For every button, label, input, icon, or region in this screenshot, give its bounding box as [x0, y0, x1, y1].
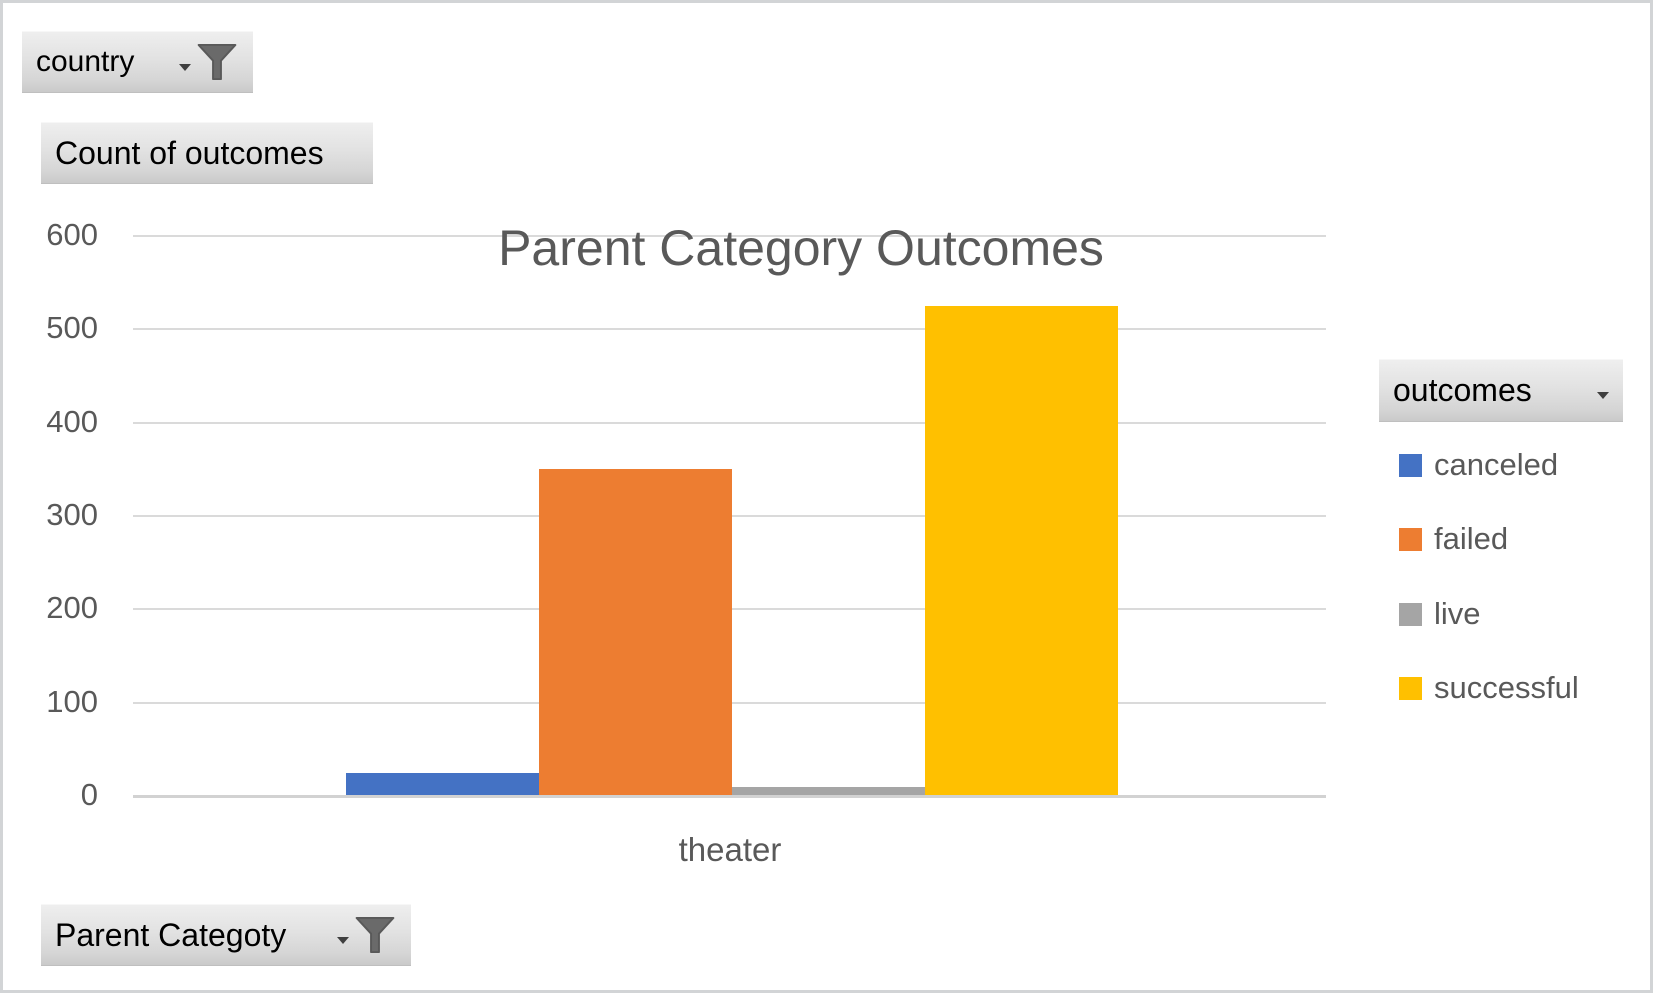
legend-swatch-live: [1399, 602, 1422, 626]
chart-title: Parent Category Outcomes: [498, 220, 1104, 276]
gridline-600: [133, 235, 1326, 237]
chevron-down-icon: [179, 63, 191, 71]
y-tick-label-300: 300: [46, 497, 98, 532]
country-filter-label: country: [36, 45, 135, 78]
y-tick-label-100: 100: [46, 683, 98, 719]
legend-label-failed: failed: [1434, 521, 1509, 556]
legend-item-live[interactable]: live: [1399, 596, 1481, 631]
gridline-500: [133, 328, 1326, 331]
gridline-400: [133, 421, 1326, 424]
legend-item-canceled[interactable]: canceled: [1399, 447, 1558, 482]
y-tick-label-0: 0: [80, 777, 98, 812]
outcomes-legend-field-button[interactable]: outcomes: [1379, 359, 1623, 422]
bar-failed[interactable]: [539, 469, 732, 796]
y-tick-label-600: 600: [46, 217, 98, 252]
legend-label-canceled: canceled: [1434, 447, 1559, 482]
legend-swatch-successful: [1399, 676, 1422, 700]
filter-funnel-icon: [355, 916, 395, 954]
legend-item-failed[interactable]: failed: [1399, 521, 1508, 556]
outcomes-legend-field-label: outcomes: [1393, 372, 1532, 408]
filter-funnel-icon: [197, 43, 237, 81]
chevron-down-icon: [1597, 392, 1609, 399]
y-tick-label-400: 400: [46, 403, 98, 439]
values-field-button[interactable]: Count of outcomes: [41, 122, 373, 184]
values-field-label: Count of outcomes: [55, 134, 324, 171]
chevron-down-icon: [337, 936, 349, 944]
y-tick-label-500: 500: [46, 310, 98, 346]
legend-item-successful[interactable]: successful: [1399, 670, 1579, 705]
x-axis-line: [133, 795, 1326, 798]
bar-canceled[interactable]: [346, 772, 539, 796]
parent-category-axis-field-button[interactable]: Parent Categoty: [41, 904, 411, 966]
legend-swatch-failed: [1399, 527, 1422, 551]
parent-category-axis-field-label: Parent Categoty: [55, 916, 287, 953]
bar-successful[interactable]: [925, 306, 1118, 796]
country-filter-button[interactable]: country: [22, 31, 253, 93]
y-tick-label-200: 200: [46, 590, 98, 626]
bar-live[interactable]: [732, 786, 925, 796]
legend-label-live: live: [1434, 596, 1481, 631]
legend-label-successful: successful: [1434, 670, 1579, 705]
legend-swatch-canceled: [1399, 453, 1422, 477]
x-category-label: theater: [678, 831, 782, 868]
